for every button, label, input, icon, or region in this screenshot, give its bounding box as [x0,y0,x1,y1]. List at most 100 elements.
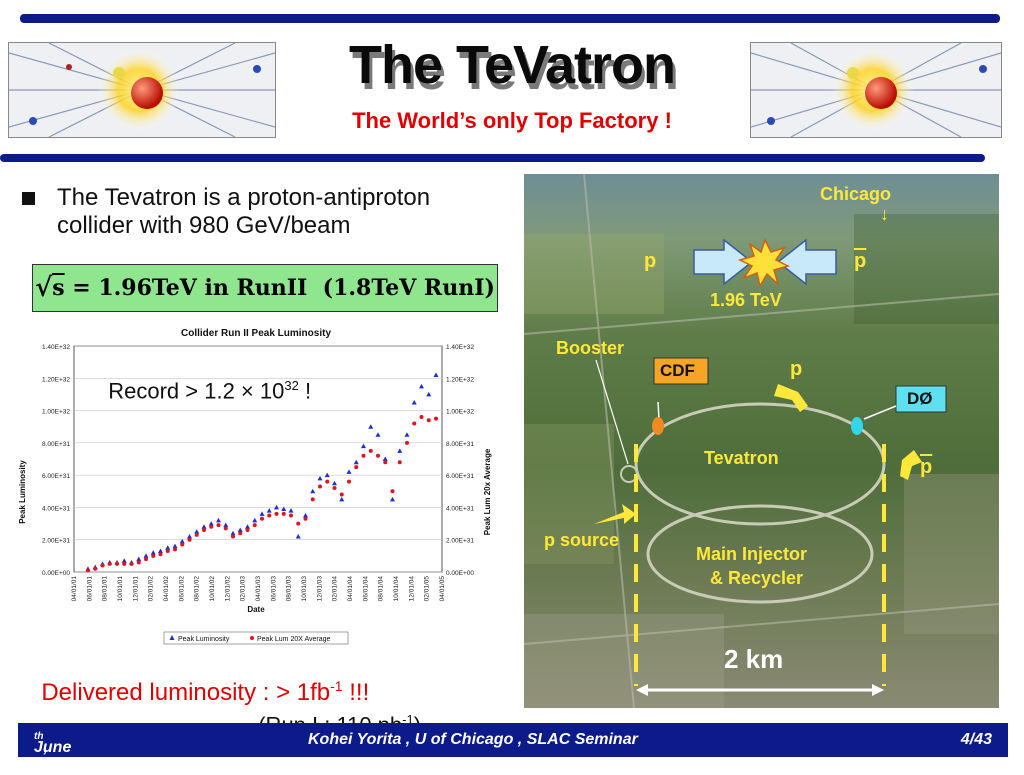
x-tick-label: 06/01/04 [362,576,369,602]
bullet-text: The Tevatron is a proton-antiproton coll… [57,184,517,240]
scale-label: 2 km [724,644,784,674]
legend-marker-peak [169,635,175,640]
x-tick-label: 02/01/04 [332,576,339,602]
footer-date-year: , 2005 [43,739,80,774]
title-block: The TeVatron The TeVatron The World’s on… [276,34,748,144]
average-luminosity-point [115,561,119,566]
scale-arrow-right [872,684,884,696]
peak-luminosity-point [266,508,272,513]
average-luminosity-point [354,465,359,470]
y-tick-label: 0.00E+00 [42,570,70,577]
x-tick-label: 10/01/04 [393,576,400,602]
luminosity-chart: Collider Run II Peak Luminosity Peak Lum… [14,322,498,648]
peak-luminosity-point [382,456,388,461]
peak-luminosity-point [201,524,207,529]
record-exponent: 32 [284,378,299,393]
average-luminosity-point [245,528,250,533]
page-title: The TeVatron [348,35,676,95]
y2-tick-label: 6.00E+31 [446,473,474,480]
psource-arrow [594,504,636,524]
fermilab-aerial-photo: Chicago ↓ p p 1.96 TeV Booster CDF DØ p … [524,174,999,708]
average-luminosity-point [107,561,112,566]
peak-luminosity-point [172,543,178,549]
y2-tick-label: 1.40E+32 [446,344,474,351]
peak-luminosity-point [324,472,330,478]
average-luminosity-point [100,563,105,568]
average-luminosity-point [368,448,373,453]
average-luminosity-point [303,516,308,521]
footer-date-sup: th [34,731,44,742]
peak-luminosity-point [419,383,424,389]
delivered-luminosity: Delivered luminosity : > 1fb-1 !!! [28,650,369,707]
y-axis-label: Peak Luminosity [18,460,27,524]
average-luminosity-point [397,460,402,465]
x-tick-label: 04/01/05 [439,576,446,602]
y-tick-label: 1.40E+32 [42,344,70,351]
average-luminosity-point [223,526,228,531]
average-luminosity-point [289,513,293,518]
x-tick-label: 10/01/03 [301,576,308,602]
pbar-label: p [854,250,867,272]
pbar-direction-label: p [920,456,933,478]
d0-label: DØ [907,389,933,408]
average-luminosity-point [122,561,127,566]
average-luminosity-point [383,460,388,465]
y-tick-label: 6.00E+31 [42,473,70,480]
bullet-line-1: The Tevatron is a proton-antiproton [57,184,431,211]
peak-luminosity-point [411,400,417,405]
record-suffix: ! [298,378,312,404]
y-tick-label: 4.00E+31 [42,505,70,512]
peak-luminosity-point [375,432,381,437]
d0-detector-marker [851,417,863,435]
peak-luminosity-point [295,533,301,539]
average-luminosity-point [390,489,395,494]
peak-luminosity-point [259,511,265,516]
header-top-rule [20,14,1000,23]
x-tick-label: 06/01/01 [86,576,93,602]
legend-box [163,631,349,645]
y-tick-label: 1.00E+32 [42,409,70,416]
y2-tick-label: 0.00E+00 [446,570,474,577]
peak-luminosity-point [136,556,142,562]
x-tick-label: 08/01/02 [194,576,201,602]
average-luminosity-point [238,531,243,536]
average-luminosity-point [361,453,366,458]
average-luminosity-point [419,415,424,420]
peak-luminosity-point [310,488,316,494]
pbar-beam-arrow [776,238,837,286]
x-axis-label: Date [247,605,265,614]
page-title-shadow: The TeVatron [351,41,679,101]
x-tick-label: 08/01/04 [378,576,385,602]
injector-label-line1: Main Injector [696,544,808,564]
peak-luminosity-point [353,459,359,465]
legend-label-peak: Peak Luminosity [178,636,230,643]
x-tick-label: 04/01/03 [255,576,262,602]
x-tick-label: 12/01/03 [316,576,323,602]
average-luminosity-point [231,534,235,539]
average-luminosity-point [86,568,90,573]
y2-tick-label: 8.00E+31 [446,441,474,448]
average-luminosity-point [426,418,431,423]
y2-axis-label: Peak Lum 20x Average [483,448,492,535]
legend-marker-average [250,636,254,640]
energy-label: 1.96 TeV [710,290,782,310]
chicago-arrow-icon: ↓ [880,204,889,224]
header-bottom-rule [0,154,985,162]
y-tick-label: 2.00E+31 [42,538,70,545]
average-luminosity-point [412,421,417,426]
cdf-label: CDF [660,361,695,380]
average-luminosity-point [158,552,163,557]
run1-exponent: -1 [402,712,414,727]
average-luminosity-point [405,440,409,445]
peak-luminosity-point [187,533,192,539]
average-luminosity-point [260,516,264,521]
collision-burst [737,238,791,289]
delivered-text: Delivered luminosity : > 1fb [41,679,331,706]
peak-luminosity-point [433,372,439,378]
peak-luminosity-point [179,538,185,544]
bullet-line-2: collider with 980 GeV/beam [57,212,351,239]
average-luminosity-point [310,497,315,502]
footer-presenter: Kohei Yorita , U of Chicago , SLAC Semin… [308,731,638,748]
average-luminosity-point [296,521,301,526]
